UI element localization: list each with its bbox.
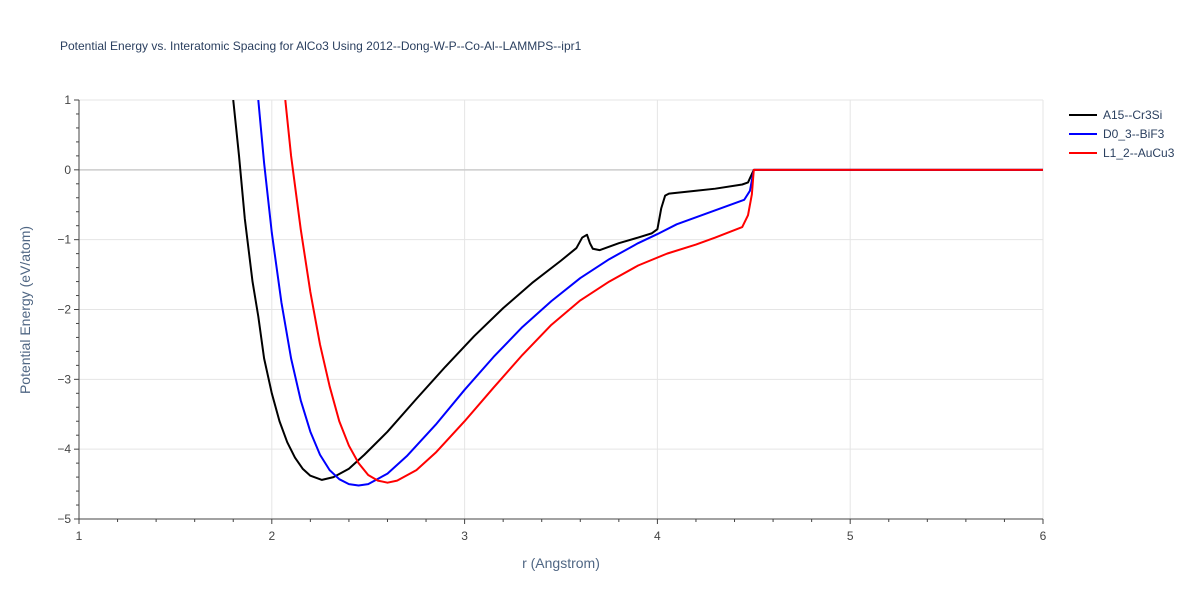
legend: A15--Cr3Si D0_3--BiF3 L1_2--AuCu3 bbox=[1069, 108, 1175, 160]
y-tick-label: 1 bbox=[64, 93, 71, 107]
y-tick-label: −1 bbox=[57, 233, 71, 247]
axes bbox=[74, 99, 1044, 524]
x-axis-title: r (Angstrom) bbox=[522, 555, 600, 571]
x-tick-label: 1 bbox=[76, 529, 83, 543]
y-tick-label: −5 bbox=[57, 512, 71, 526]
x-tick-label: 2 bbox=[268, 529, 275, 543]
chart-title: Potential Energy vs. Interatomic Spacing… bbox=[60, 39, 582, 53]
y-tick-label: 0 bbox=[64, 163, 71, 177]
gridlines bbox=[79, 99, 1044, 519]
series-line-2 bbox=[257, 100, 1043, 487]
x-tick-label: 4 bbox=[654, 529, 661, 543]
series-lines bbox=[232, 100, 1043, 487]
x-tick-labels: 1 2 3 4 5 6 bbox=[76, 529, 1047, 543]
legend-label-2: D0_3--BiF3 bbox=[1103, 127, 1165, 141]
y-tick-label: −2 bbox=[57, 303, 71, 317]
y-tick-label: −4 bbox=[57, 442, 71, 456]
y-tick-label: −3 bbox=[57, 372, 71, 386]
x-tick-label: 3 bbox=[461, 529, 468, 543]
x-tick-label: 6 bbox=[1040, 529, 1047, 543]
legend-label-3: L1_2--AuCu3 bbox=[1103, 146, 1175, 160]
legend-label-1: A15--Cr3Si bbox=[1103, 108, 1162, 122]
y-axis-title: Potential Energy (eV/atom) bbox=[17, 226, 33, 394]
series-line-1 bbox=[232, 100, 1043, 481]
x-tick-label: 5 bbox=[847, 529, 854, 543]
series-line-3 bbox=[284, 100, 1043, 484]
y-tick-labels: 1 0 −1 −2 −3 −4 −5 bbox=[57, 93, 71, 526]
